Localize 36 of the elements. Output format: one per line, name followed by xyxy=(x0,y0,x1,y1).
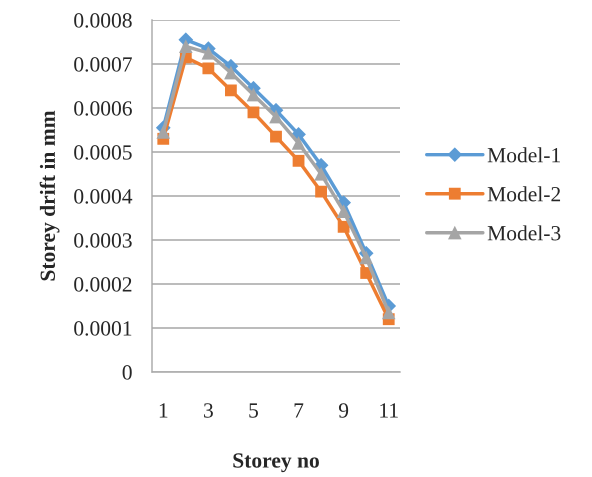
point xyxy=(292,136,306,150)
y-tick-label: 0.0005 xyxy=(74,145,132,160)
legend-label: Model-3 xyxy=(488,225,560,240)
x-tick-label: 7 xyxy=(294,403,304,418)
y-tick-label: 0.0007 xyxy=(74,57,132,72)
legend-label: Model-2 xyxy=(488,186,560,202)
point xyxy=(225,84,237,96)
point xyxy=(315,186,327,198)
point xyxy=(269,110,283,124)
point xyxy=(382,306,396,320)
y-tick-label: 0.0003 xyxy=(74,233,132,248)
y-tick-label: 0.0002 xyxy=(74,277,132,292)
y-axis-title: Storey drift in mm xyxy=(40,110,60,280)
point xyxy=(156,126,170,139)
x-tick-label: 5 xyxy=(249,403,258,418)
point xyxy=(360,251,373,264)
point xyxy=(292,154,304,167)
point xyxy=(248,106,260,118)
x-axis-title: Storey no xyxy=(233,453,319,472)
legend-label: Model-1 xyxy=(488,147,560,162)
x-tick-label: 11 xyxy=(380,403,398,418)
y-tick-label: 0 xyxy=(122,365,132,380)
x-tick-label: 1 xyxy=(160,403,168,418)
point xyxy=(202,46,215,60)
y-tick-label: 0.0001 xyxy=(74,321,132,336)
point xyxy=(270,130,282,143)
x-tick-label: 9 xyxy=(338,403,348,418)
point xyxy=(202,62,214,74)
point xyxy=(314,167,328,181)
point xyxy=(337,204,350,218)
point xyxy=(338,220,350,233)
x-tick-label: 3 xyxy=(204,403,213,418)
y-tick-label: 0.0008 xyxy=(74,13,132,28)
point xyxy=(179,40,192,53)
y-tick-label: 0.0006 xyxy=(74,101,132,116)
y-tick-label: 0.0004 xyxy=(74,189,132,204)
